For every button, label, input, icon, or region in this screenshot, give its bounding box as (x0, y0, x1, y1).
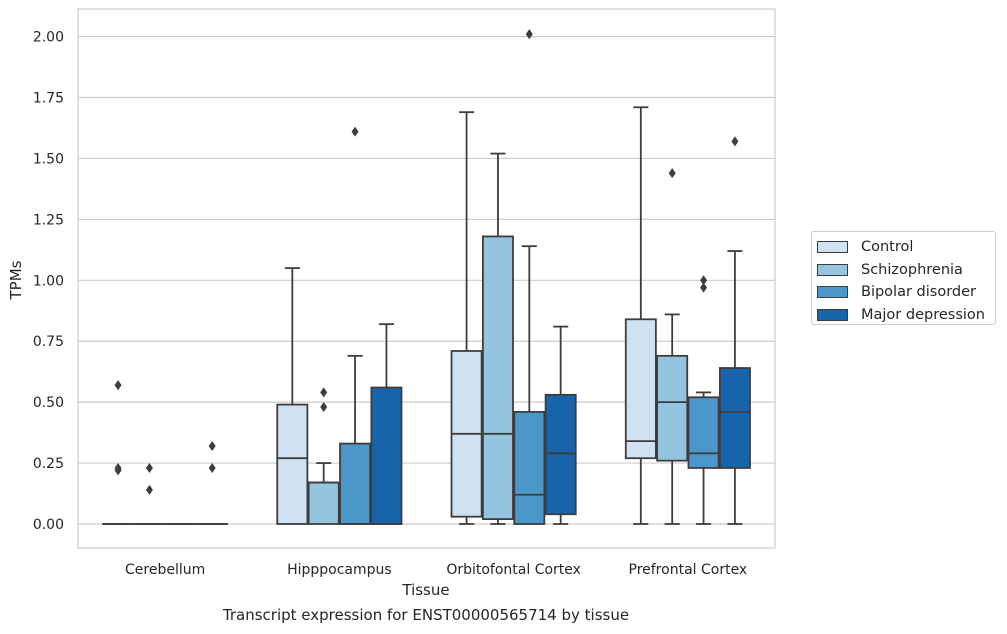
legend-label: Bipolar disorder (861, 284, 976, 301)
y-axis-ticks: 0.00 0.25 0.50 0.75 1.00 1.25 1.50 1.75 2.00 (33, 30, 64, 533)
box-body (339, 442, 372, 525)
x-tick-label: Hipppocampus (287, 562, 392, 578)
box-body (481, 235, 514, 521)
x-tick-label: Cerebellum (125, 562, 205, 578)
box-schizophrenia (481, 152, 514, 525)
box-major-depression (718, 136, 751, 525)
y-tick-label: 2.00 (33, 30, 64, 46)
y-tick-label: 0.75 (33, 334, 64, 350)
outlier-point (145, 462, 153, 473)
outlier-point (351, 126, 359, 137)
y-tick-label: 1.75 (33, 91, 64, 107)
outlier-point (145, 484, 153, 495)
y-tick-label: 0.50 (33, 395, 64, 411)
box-body (687, 396, 720, 469)
legend-item: Major depression (817, 304, 995, 327)
box-control (102, 380, 135, 525)
legend-swatch (817, 308, 848, 321)
box-schizophrenia (133, 462, 166, 525)
legend-item: Schizophrenia (817, 259, 995, 282)
y-tick-label: 0.25 (33, 456, 64, 472)
outlier-point (700, 282, 708, 293)
chart-caption: Transcript expression for ENST0000056571… (222, 606, 630, 624)
outlier-point (525, 29, 533, 40)
y-tick-label: 1.25 (33, 212, 64, 228)
box-schizophrenia (307, 387, 340, 525)
box-body (718, 367, 751, 469)
legend-label: Control (861, 239, 914, 256)
box-control (624, 106, 657, 525)
outlier-point (320, 402, 328, 413)
box-bipolar-disorder (339, 126, 372, 525)
box-control (276, 267, 309, 525)
outlier-point (114, 380, 122, 391)
outlier-point (114, 462, 122, 473)
box-bipolar-disorder (687, 275, 720, 525)
outlier-point (668, 168, 676, 179)
box-bipolar-disorder (513, 29, 546, 525)
legend-label: Schizophrenia (861, 261, 963, 278)
outlier-point (208, 441, 216, 452)
box-major-depression (370, 323, 403, 525)
x-tick-label: Orbitofontal Cortex (446, 562, 581, 578)
legend-items: Control Schizophrenia Bipolar disorder Majo… (817, 236, 995, 326)
outlier-point (208, 462, 216, 473)
plot-area-frame (77, 8, 776, 549)
gridlines (78, 35, 775, 525)
box-control (450, 111, 483, 525)
y-tick-label: 1.50 (33, 151, 64, 167)
legend-swatch (817, 263, 848, 276)
outlier-point (731, 136, 739, 147)
box-body (513, 410, 546, 525)
legend-swatch (817, 241, 848, 254)
x-axis-label: Tissue (401, 581, 449, 599)
legend-label: Major depression (861, 306, 985, 323)
box-body (656, 354, 689, 462)
box-body (624, 318, 657, 460)
box-schizophrenia (656, 168, 689, 525)
box-major-depression (544, 325, 577, 525)
box-body (307, 481, 340, 525)
x-tick-label: Prefrontal Cortex (629, 562, 748, 578)
y-axis-label: TPMs (7, 260, 25, 300)
y-tick-label: 0.00 (33, 517, 64, 533)
box-body (370, 386, 403, 525)
box-major-depression (196, 441, 229, 525)
legend: Control Schizophrenia Bipolar disorder Majo… (811, 231, 996, 325)
legend-item: Bipolar disorder (817, 281, 995, 304)
legend-item: Control (817, 236, 995, 259)
boxes (102, 29, 751, 525)
y-tick-label: 1.00 (33, 273, 64, 289)
outlier-point (320, 387, 328, 398)
box-body (544, 393, 577, 516)
x-axis-ticks: Cerebellum Hipppocampus Orbitofontal Corte… (125, 562, 747, 578)
box-body (276, 403, 309, 525)
outlier-point (700, 275, 708, 286)
legend-swatch (817, 286, 848, 299)
